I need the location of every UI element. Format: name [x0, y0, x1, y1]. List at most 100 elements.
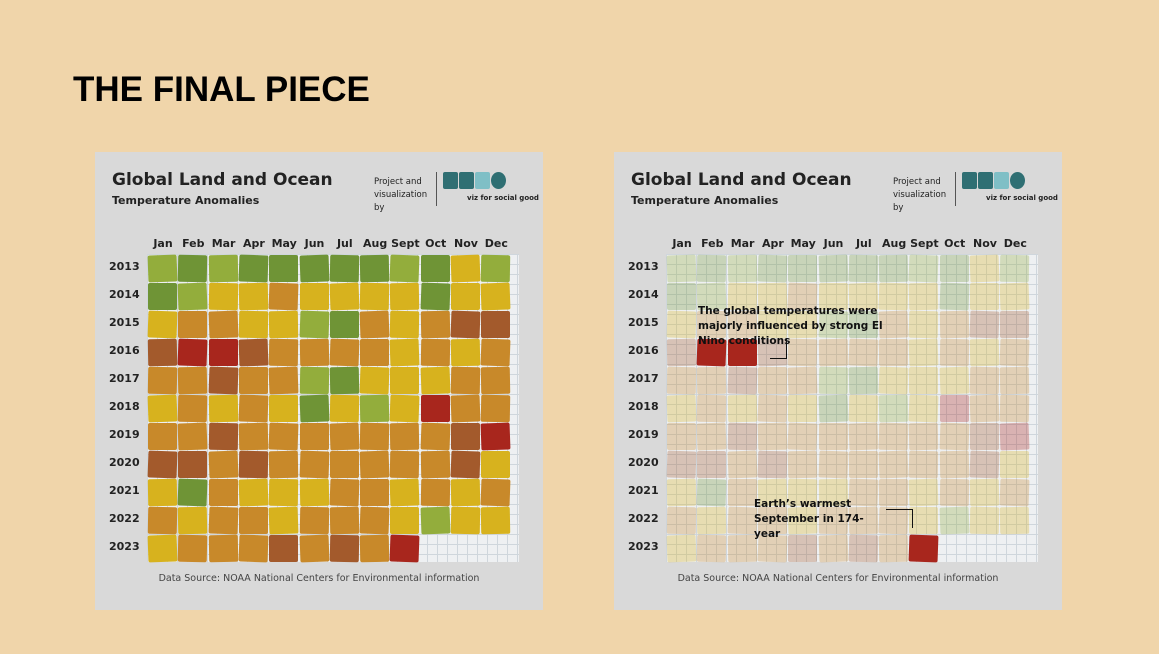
- year-label: 2022: [109, 512, 140, 525]
- leaf: [848, 311, 878, 338]
- leaf: [238, 310, 269, 339]
- year-label: 2016: [109, 344, 140, 357]
- leaf: [299, 338, 329, 367]
- leaf: [909, 422, 939, 451]
- month-label: Aug: [881, 237, 907, 250]
- leaf: [818, 283, 848, 310]
- leaf: [299, 366, 329, 395]
- leaf: [939, 338, 969, 367]
- leaf: [238, 478, 269, 507]
- leaf: [329, 451, 359, 478]
- leaf: [208, 506, 239, 535]
- leaf: [177, 282, 208, 311]
- leaf: [420, 338, 450, 367]
- leaf: [238, 338, 269, 367]
- year-label: 2023: [628, 540, 659, 553]
- month-label: Aug: [362, 237, 388, 250]
- leaf: [908, 394, 939, 423]
- leaf: [208, 534, 238, 563]
- leaf: [999, 338, 1030, 367]
- leaf: [878, 394, 909, 423]
- data-source: Data Source: NOAA National Centers for E…: [677, 573, 999, 584]
- leaf: [359, 394, 390, 423]
- leaf: [666, 478, 697, 507]
- leaf: [178, 451, 208, 478]
- leaf: [666, 506, 697, 535]
- leaf: [697, 311, 727, 338]
- leaf: [450, 366, 481, 395]
- month-label: Oct: [944, 237, 966, 250]
- leaf: [697, 394, 727, 423]
- logo: [443, 172, 509, 190]
- logo: [962, 172, 1028, 190]
- leaf: [939, 310, 969, 339]
- leaf: [787, 366, 818, 395]
- leaf: [879, 479, 909, 506]
- leaf: [390, 422, 420, 451]
- arrow: [886, 509, 913, 528]
- leaf: [359, 506, 390, 535]
- leaf: [939, 282, 970, 311]
- leaf: [147, 534, 178, 563]
- year-label: 2017: [628, 372, 659, 385]
- leaf: [878, 450, 909, 479]
- year-label: 2015: [109, 316, 140, 329]
- leaf: [1000, 311, 1030, 338]
- leaf: [420, 422, 451, 451]
- month-label: May: [790, 237, 816, 250]
- leaf: [389, 254, 420, 283]
- leaf: [268, 310, 299, 339]
- leaf: [390, 367, 420, 394]
- year-label: 2021: [628, 484, 659, 497]
- month-label: Feb: [701, 237, 724, 250]
- year-label: 2015: [628, 316, 659, 329]
- leaf: [268, 506, 299, 535]
- leaf: [1000, 506, 1030, 535]
- data-source: Data Source: NOAA National Centers for E…: [158, 573, 480, 584]
- leaf: [697, 366, 727, 395]
- leaf: [147, 394, 178, 423]
- month-label: Feb: [182, 237, 205, 250]
- leaf: [757, 367, 787, 394]
- leaf: [818, 394, 848, 423]
- leaf: [420, 395, 450, 422]
- month-label: Dec: [1003, 237, 1027, 250]
- leaf: [939, 478, 969, 507]
- month-label: Nov: [454, 237, 478, 250]
- leaf: [359, 254, 390, 283]
- arrow: [770, 338, 787, 359]
- leaf: [909, 367, 939, 394]
- leaf: [390, 310, 420, 339]
- leaf: [481, 506, 511, 535]
- leaf: [329, 394, 360, 423]
- leaf: [359, 282, 390, 311]
- logo-shape: [475, 172, 490, 189]
- month-label: Jul: [855, 237, 872, 250]
- leaf: [359, 310, 390, 339]
- leaf: [359, 534, 390, 563]
- panel-title: Global Land and Ocean: [631, 170, 852, 190]
- leaf: [390, 282, 420, 311]
- logo-shape: [459, 172, 474, 189]
- leaf: [480, 422, 511, 451]
- leaf: [727, 254, 757, 283]
- leaf: [727, 422, 757, 451]
- leaf: [390, 450, 420, 479]
- leaf: [939, 395, 969, 422]
- leaf: [420, 478, 450, 507]
- leaf: [147, 366, 178, 395]
- year-label: 2018: [628, 400, 659, 413]
- leaf: [878, 422, 909, 451]
- leaf: [757, 254, 788, 283]
- leaf: [147, 506, 178, 535]
- leaf: [148, 423, 177, 450]
- leaf: [939, 255, 969, 282]
- leaf: [359, 422, 390, 451]
- month-label: Jul: [336, 237, 353, 250]
- leaf: [177, 422, 208, 451]
- leaf: [360, 339, 390, 366]
- leaf: [697, 534, 727, 563]
- year-label: 2020: [109, 456, 140, 469]
- leaf: [268, 338, 299, 367]
- leaf: [697, 451, 727, 478]
